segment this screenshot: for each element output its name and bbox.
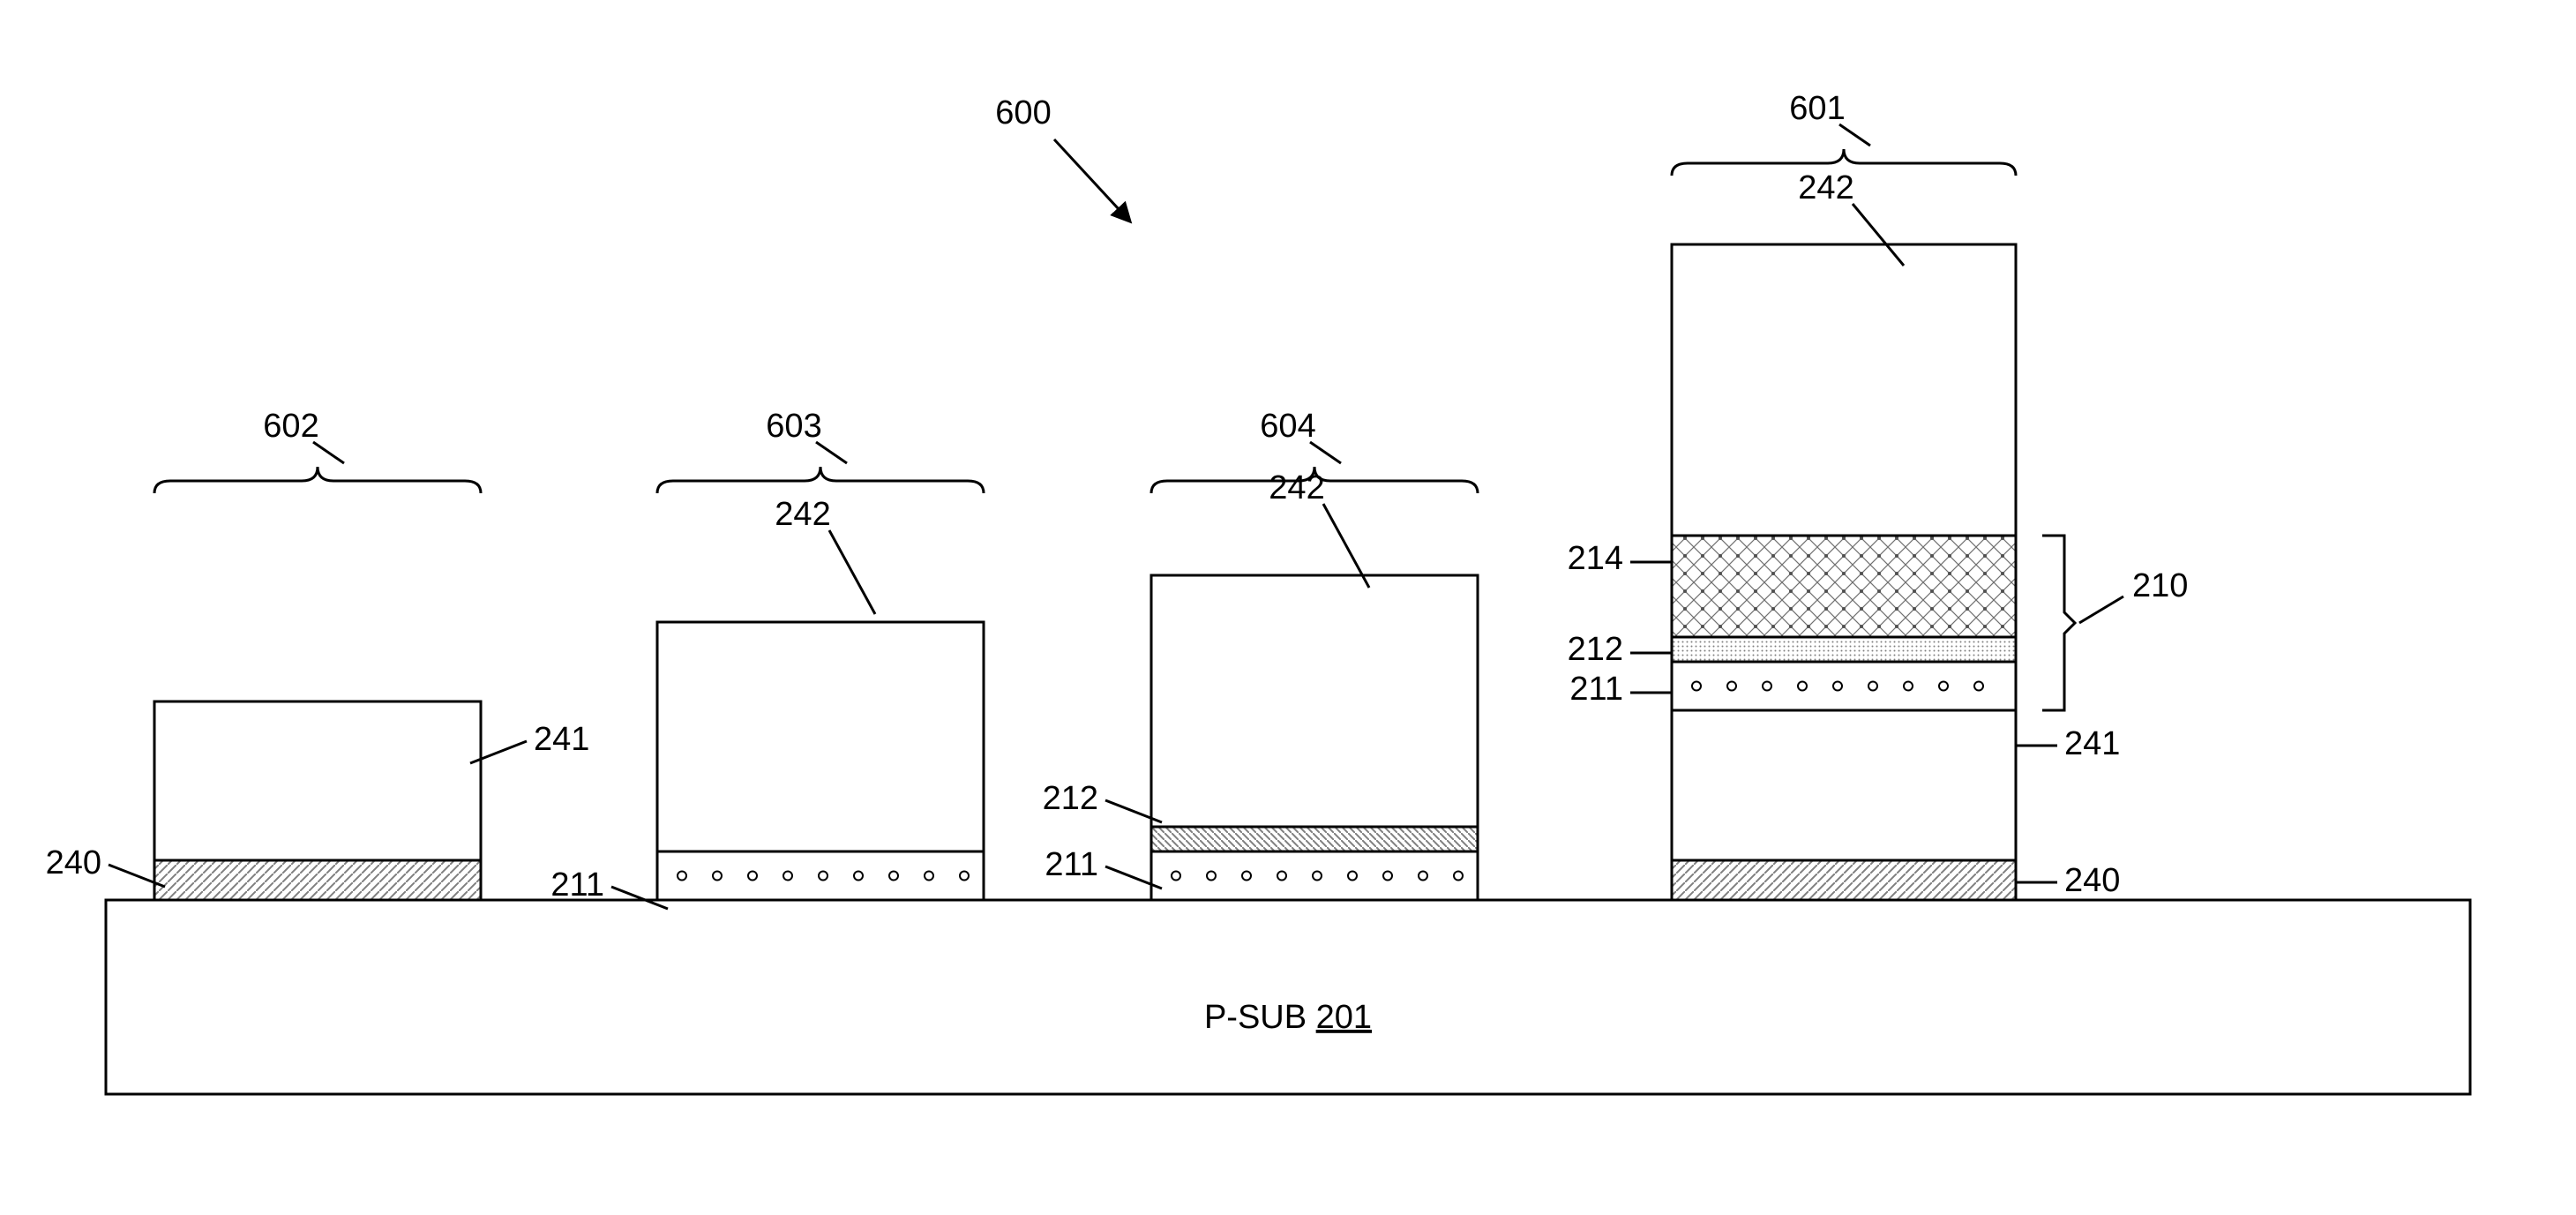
svg-text:212: 212 xyxy=(1043,780,1098,817)
layer-211_604 xyxy=(1151,851,1478,900)
svg-text:212: 212 xyxy=(1568,631,1623,668)
group-label-210: 210 xyxy=(2132,567,2188,604)
substrate xyxy=(106,900,2470,1094)
bracket-label-604: 604 xyxy=(1260,408,1315,445)
bracket-label-601: 601 xyxy=(1789,90,1845,127)
layer-242_601 xyxy=(1672,244,2016,536)
top-label-s601: 242 xyxy=(1798,169,1853,206)
svg-text:211: 211 xyxy=(1569,671,1623,708)
svg-text:240: 240 xyxy=(46,844,101,881)
svg-text:240: 240 xyxy=(2064,862,2120,899)
layer-241_601 xyxy=(1672,710,2016,860)
svg-text:241: 241 xyxy=(534,721,589,758)
top-label-s604: 242 xyxy=(1269,469,1324,506)
figure-number: 600 xyxy=(995,94,1051,131)
svg-text:211: 211 xyxy=(1045,846,1098,883)
layer-212_601 xyxy=(1672,637,2016,662)
layer-241_602 xyxy=(154,701,481,860)
bracket-label-603: 603 xyxy=(766,408,821,445)
layer-211_603 xyxy=(657,851,984,900)
layer-240 xyxy=(154,860,481,900)
top-label-s603: 242 xyxy=(775,496,830,533)
svg-text:241: 241 xyxy=(2064,725,2120,762)
layer-212_604 xyxy=(1151,827,1478,851)
layer-242_603 xyxy=(657,622,984,851)
substrate-label: P-SUB 201 xyxy=(1204,999,1372,1036)
svg-text:211: 211 xyxy=(550,866,604,904)
layer-211_601 xyxy=(1672,662,2016,710)
layer-242_604 xyxy=(1151,575,1478,827)
bracket-label-602: 602 xyxy=(263,408,318,445)
layer-214_601 xyxy=(1672,536,2016,637)
layer-240_601 xyxy=(1672,860,2016,900)
svg-text:214: 214 xyxy=(1568,540,1623,577)
